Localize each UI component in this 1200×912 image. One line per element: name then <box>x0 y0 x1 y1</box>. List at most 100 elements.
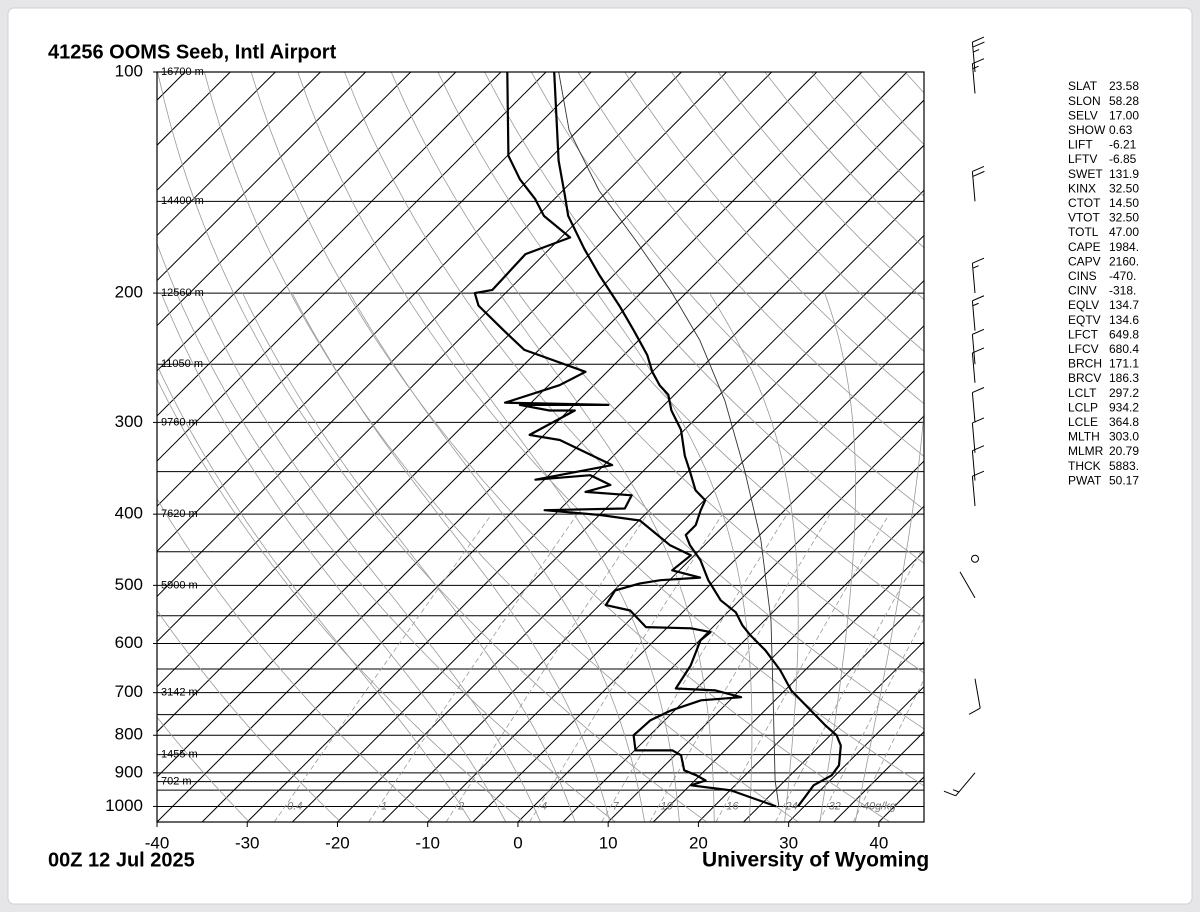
x-tick-label: -30 <box>235 833 260 852</box>
index-value: -6.85 <box>1109 152 1137 166</box>
isotherm <box>157 72 682 598</box>
dry-adiabat <box>530 72 924 511</box>
index-name: CINS <box>1068 269 1097 283</box>
y-tick-label: 300 <box>115 412 143 431</box>
wind-barb <box>959 571 976 599</box>
height-label: 16700 m <box>161 66 204 78</box>
isotherm <box>157 72 592 507</box>
moist-adiabat <box>819 292 856 822</box>
height-label: 3142 m <box>161 687 198 699</box>
index-name: CAPV <box>1068 254 1101 268</box>
index-value: 32.50 <box>1109 211 1139 225</box>
x-tick-label: -40 <box>145 833 170 852</box>
time-label: 00Z 12 Jul 2025 <box>48 849 195 871</box>
mixing-ratio-line <box>529 513 723 822</box>
isotherm <box>157 72 727 643</box>
moist-adiabat <box>417 292 680 822</box>
index-value: 23.58 <box>1109 79 1139 93</box>
mixing-ratio-line <box>852 678 924 822</box>
mixing-ratio-line <box>601 513 788 822</box>
index-value: 50.17 <box>1109 473 1139 487</box>
profile-line <box>473 72 777 808</box>
y-tick-label: 200 <box>115 283 143 302</box>
index-name: BRCV <box>1068 371 1101 385</box>
grid-line <box>337 234 924 822</box>
dry-adiabat <box>624 72 924 405</box>
dry-adiabat <box>157 378 525 822</box>
isotherm <box>562 460 924 822</box>
isotherm <box>0 72 5 822</box>
x-tick-label: -20 <box>325 833 350 852</box>
wind-barb <box>971 295 985 331</box>
index-name: SLON <box>1068 94 1101 108</box>
dry-adiabat <box>157 242 616 822</box>
index-value: 934.2 <box>1109 400 1139 414</box>
credit: University of Wyoming <box>702 849 929 872</box>
dry-adiabat <box>250 72 891 822</box>
wind-barb <box>968 678 981 715</box>
dry-adiabat <box>157 609 341 822</box>
isotherm <box>382 279 924 822</box>
index-name: VTOT <box>1068 211 1100 225</box>
index-name: LFCT <box>1068 327 1099 341</box>
moist-adiabat <box>291 292 611 822</box>
mixing-ratio-label: 1 <box>381 800 387 812</box>
index-name: SHOW <box>1068 123 1106 137</box>
index-value: -470. <box>1109 269 1136 283</box>
index-value: 47.00 <box>1109 225 1139 239</box>
dry-adiabat <box>484 72 924 564</box>
index-value: 649.8 <box>1109 327 1139 341</box>
wind-barb <box>971 165 985 202</box>
isotherm <box>472 370 924 822</box>
mixing-ratio-line <box>715 513 890 822</box>
isotherm <box>652 550 924 822</box>
index-value: 1984. <box>1109 240 1139 254</box>
moist-adiabat <box>199 292 541 822</box>
index-value: 14.50 <box>1109 196 1139 210</box>
card <box>7 7 1193 905</box>
y-tick-label: 700 <box>115 682 143 701</box>
isotherm <box>157 72 547 462</box>
mixing-ratio-line <box>368 513 578 822</box>
profile-line <box>553 72 842 808</box>
wind-barb <box>971 347 985 383</box>
index-value: 131.9 <box>1109 167 1139 181</box>
index-value: 2160. <box>1109 254 1139 268</box>
dry-adiabat <box>157 72 708 822</box>
plot-frame <box>156 71 925 823</box>
mixing-ratio-label: 10 <box>661 800 674 812</box>
index-name: EQLV <box>1068 298 1099 312</box>
mixing-ratio-label: 24 <box>784 800 797 812</box>
index-name: SWET <box>1068 167 1103 181</box>
index-value: 297.2 <box>1109 386 1139 400</box>
isotherm <box>157 72 637 553</box>
y-tick-label: 1000 <box>105 796 143 815</box>
x-tick-label: 40 <box>869 833 888 852</box>
index-name: LCLT <box>1068 386 1097 400</box>
y-tick-label: 600 <box>115 633 143 652</box>
isotherm <box>157 72 412 327</box>
chart-title: 41256 OOMS Seeb, Intl Airport <box>48 41 337 63</box>
moist-adiabat <box>596 292 753 822</box>
moist-adiabat <box>709 292 799 822</box>
grid-line <box>698 595 924 822</box>
index-name: LCLE <box>1068 415 1098 429</box>
index-value: 186.3 <box>1109 371 1139 385</box>
index-name: EQTV <box>1068 313 1101 327</box>
x-tick-label: 20 <box>689 833 708 852</box>
mixing-ratio-line <box>818 617 924 822</box>
moist-adiabat <box>499 292 715 822</box>
index-name: PWAT <box>1068 473 1102 487</box>
index-value: 20.79 <box>1109 444 1139 458</box>
wind-barb <box>971 470 985 507</box>
index-name: LCLP <box>1068 400 1098 414</box>
isotherm <box>157 72 773 688</box>
y-tick-label: 100 <box>115 61 143 80</box>
mixing-ratio-label: 16 <box>726 800 739 812</box>
index-value: 364.8 <box>1109 415 1139 429</box>
height-label: 5900 m <box>161 579 198 591</box>
dry-adiabat <box>577 72 924 457</box>
grid-line <box>427 324 924 822</box>
index-value: 17.00 <box>1109 108 1139 122</box>
